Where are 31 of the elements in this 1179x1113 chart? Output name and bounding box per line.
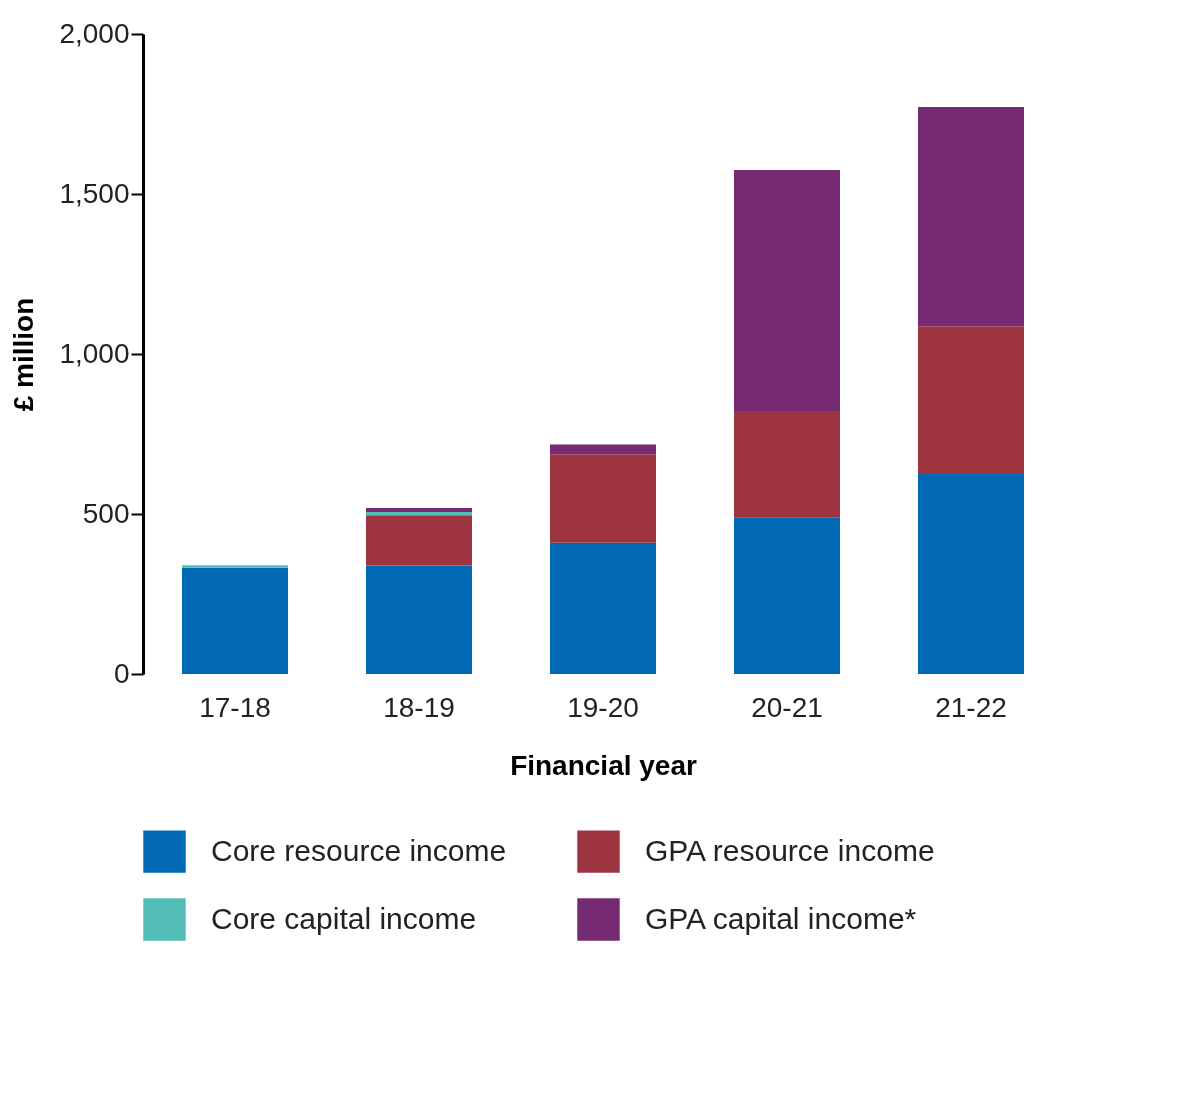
x-tick-label: 18-19 [383,691,455,723]
x-tick-label: 17-18 [199,691,271,723]
bar [550,444,656,455]
x-axis-title: Financial year [510,749,697,781]
y-tick-label: 2,000 [59,17,130,49]
bar [366,515,472,566]
bar [918,474,1024,674]
x-tick-label: 20-21 [751,691,823,723]
bar [918,326,1024,474]
bar [918,106,1024,327]
y-tick-label: 1,500 [59,177,130,209]
legend-label: GPA capital income* [645,901,917,935]
bar [734,517,840,674]
x-tick-label: 19-20 [567,691,639,723]
y-tick-label: 1,000 [59,337,130,369]
legend-label: Core capital income [211,901,477,935]
bar [182,565,288,568]
bar [550,542,656,674]
y-axis-title: £ million [8,297,40,412]
x-tick-label: 21-22 [935,691,1007,723]
bar [366,565,472,674]
y-tick-label: 500 [82,497,130,529]
bar [366,507,472,513]
bar [734,410,840,518]
y-tick-label: 0 [113,657,130,689]
legend-label: Core resource income [211,833,507,867]
bar [182,567,288,674]
bar [550,454,656,543]
legend-label: GPA resource income [645,833,935,867]
bar [734,170,840,411]
bar [366,512,472,516]
